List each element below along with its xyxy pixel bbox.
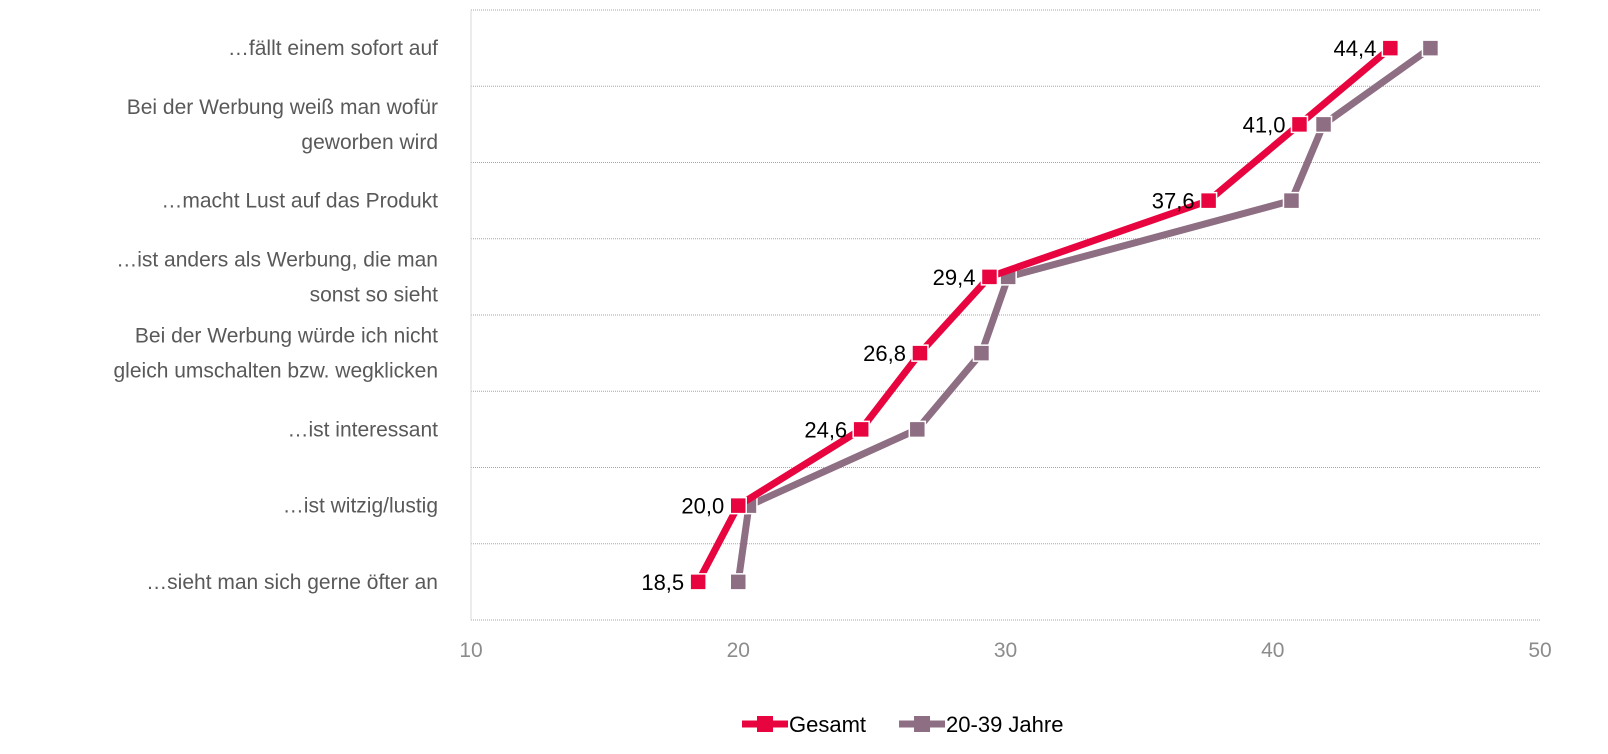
category-label-line: …ist anders als Werbung, die man <box>116 248 438 271</box>
data-point <box>911 344 929 362</box>
category-labels: …fällt einem sofort auf Bei der Werbung w… <box>114 37 439 594</box>
data-label: 26,8 <box>863 341 906 366</box>
category-label: …fällt einem sofort auf <box>228 37 438 60</box>
data-point <box>1421 39 1440 57</box>
x-tick-labels: 10 20 30 40 50 <box>459 639 1551 662</box>
data-point <box>1314 115 1333 134</box>
data-label: 29,4 <box>933 265 976 290</box>
category-label: …macht Lust auf das Produkt <box>161 190 438 213</box>
data-point <box>689 573 707 591</box>
legend-item: Gesamt <box>742 712 866 737</box>
category-label: …ist witzig/lustig <box>283 495 438 518</box>
data-point <box>1381 39 1400 57</box>
gridlines <box>471 9 1540 621</box>
data-point <box>908 420 927 439</box>
category-label: …ist interessant <box>287 418 438 441</box>
category-label-line: Bei der Werbung weiß man wofür <box>127 96 438 119</box>
legend-marker <box>757 716 773 732</box>
data-label: 24,6 <box>804 417 847 442</box>
category-label-line: sonst so sieht <box>310 283 439 306</box>
category-label-line: Bei der Werbung würde ich nicht <box>135 325 438 348</box>
x-tick-label: 30 <box>994 639 1017 662</box>
category-label-line: …fällt einem sofort auf <box>228 37 438 60</box>
data-label: 18,5 <box>641 570 684 595</box>
x-tick-label: 50 <box>1528 639 1551 662</box>
category-label-line: …ist interessant <box>287 418 438 441</box>
x-tick-label: 40 <box>1261 639 1284 662</box>
data-label: 37,6 <box>1152 189 1195 214</box>
data-point <box>1282 191 1301 210</box>
legend-label: Gesamt <box>789 712 866 737</box>
category-label-line: …macht Lust auf das Produkt <box>161 190 438 213</box>
series-line <box>734 45 1433 583</box>
category-label-line: …ist witzig/lustig <box>283 495 438 518</box>
category-label: …ist anders als Werbung, die man sonst so… <box>116 248 438 306</box>
legend: Gesamt 20-39 Jahre <box>742 712 1063 737</box>
category-label-line: …sieht man sich gerne öfter an <box>146 571 438 594</box>
legend-marker <box>914 716 931 732</box>
data-point <box>1199 191 1218 210</box>
data-point <box>729 573 747 591</box>
category-label: Bei der Werbung würde ich nicht gleich um… <box>114 325 439 383</box>
legend-item: 20-39 Jahre <box>899 712 1063 737</box>
data-label: 20,0 <box>681 494 724 519</box>
data-point <box>852 420 870 439</box>
x-tick-label: 20 <box>727 639 750 662</box>
category-label-line: geworben wird <box>301 131 438 154</box>
data-labels: 44,4 41,0 37,6 29,4 26,8 24,6 20,0 18,5 <box>641 36 1376 595</box>
data-label: 41,0 <box>1243 112 1286 137</box>
data-point <box>729 496 747 515</box>
data-point <box>980 268 999 286</box>
x-tick-label: 10 <box>459 639 482 662</box>
data-label: 44,4 <box>1334 36 1377 61</box>
category-label: Bei der Werbung weiß man wofür geworben w… <box>127 96 438 154</box>
series-line <box>695 45 1393 584</box>
data-point <box>972 344 991 362</box>
series-lines <box>689 39 1440 591</box>
category-label-line: gleich umschalten bzw. wegklicken <box>114 360 439 383</box>
category-label: …sieht man sich gerne öfter an <box>146 571 438 594</box>
legend-label: 20-39 Jahre <box>946 712 1063 737</box>
data-point <box>1290 115 1309 134</box>
